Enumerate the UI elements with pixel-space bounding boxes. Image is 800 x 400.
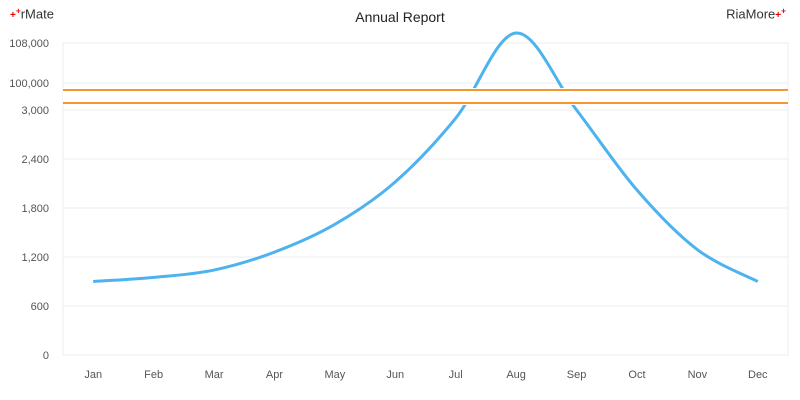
- x-tick-label: Aug: [506, 369, 526, 381]
- x-tick-label: Apr: [266, 369, 283, 381]
- axis-break-gap: [63, 88, 788, 105]
- x-tick-label: Jul: [449, 369, 463, 381]
- y-tick-label: 3,000: [21, 105, 49, 117]
- x-tick-label: Nov: [688, 369, 708, 381]
- brand-logo-right: RiaMore++: [726, 6, 786, 22]
- y-tick-label: 1,200: [21, 252, 49, 264]
- x-tick-label: Mar: [205, 369, 224, 381]
- x-tick-label: Oct: [628, 369, 645, 381]
- y-tick-label: 0: [43, 350, 49, 362]
- chart-title: Annual Report: [355, 9, 445, 25]
- y-tick-label: 108,000: [9, 38, 49, 50]
- x-tick-label: May: [324, 369, 345, 381]
- y-tick-label: 1,800: [21, 203, 49, 215]
- x-tick-label: Jun: [386, 369, 404, 381]
- x-tick-label: Sep: [567, 369, 587, 381]
- y-tick-label: 100,000: [9, 78, 49, 90]
- y-tick-label: 2,400: [21, 154, 49, 166]
- x-tick-label: Jan: [84, 369, 102, 381]
- x-tick-label: Feb: [144, 369, 163, 381]
- brand-logo-left: ++rMate: [10, 6, 54, 22]
- x-tick-label: Dec: [748, 369, 768, 381]
- series-line: [93, 31, 759, 283]
- y-tick-label: 600: [31, 301, 49, 313]
